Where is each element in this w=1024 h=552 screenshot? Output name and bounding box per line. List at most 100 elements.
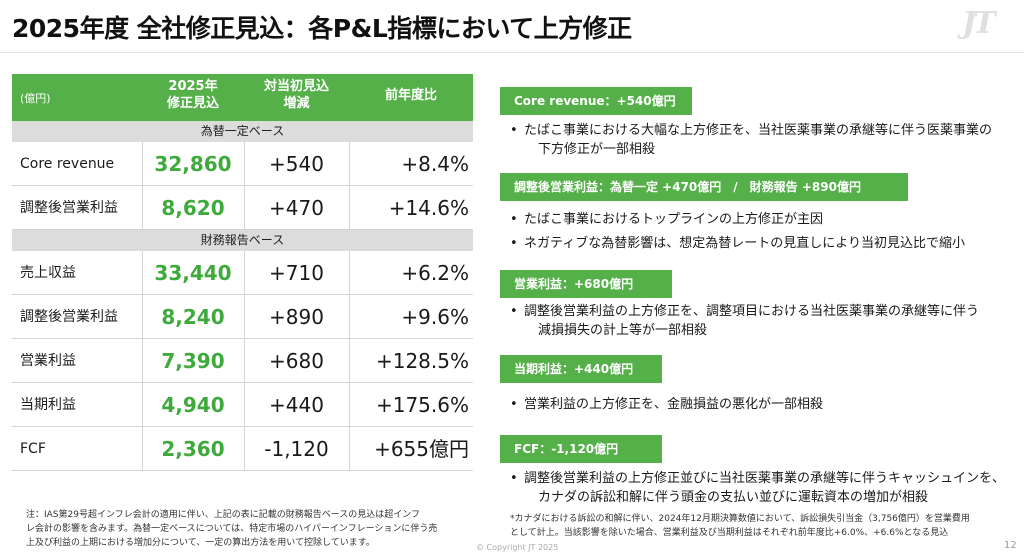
- row-label: Core revenue: [20, 156, 115, 172]
- forecast-value: 33,440: [154, 261, 232, 285]
- table-row: Core revenue 32,860 +540 +8.4%: [12, 142, 473, 186]
- column-divider: [349, 142, 350, 186]
- title-divider: [0, 52, 1024, 53]
- column-divider: [142, 251, 143, 295]
- bullet-text: たばこ事業におけるトップラインの上方修正が主因: [524, 212, 824, 227]
- column-divider: [244, 339, 245, 383]
- page-title: 2025年度 全社修正見込：各P&L指標において上方修正: [12, 14, 632, 43]
- change-value: +540: [269, 152, 324, 176]
- column-divider: [244, 186, 245, 230]
- column-divider: [349, 295, 350, 339]
- change-value: +470: [269, 196, 324, 220]
- table-row: 調整後営業利益 8,240 +890 +9.6%: [12, 295, 473, 339]
- bullet-adj-op-income-1: • たばこ事業におけるトップラインの上方修正が主因: [510, 210, 1024, 229]
- bullet-text: 下方修正が一部相殺: [538, 142, 656, 157]
- bullet-dot: •: [510, 397, 518, 412]
- bullet-core-revenue: • たばこ事業における大幅な上方修正を、当社医薬事業の承継等に伴う医薬事業の 下方…: [510, 121, 1024, 159]
- yoy-value: +655億円: [374, 437, 469, 461]
- yoy-value: +14.6%: [388, 196, 469, 220]
- bullet-dot: •: [510, 212, 518, 227]
- col-header-change-line1: 対当初見込: [263, 79, 329, 94]
- column-divider: [244, 295, 245, 339]
- forecast-value: 2,360: [161, 437, 225, 461]
- forecast-value: 8,620: [161, 196, 225, 220]
- column-divider: [142, 142, 143, 186]
- forecast-value: 32,860: [154, 152, 232, 176]
- forecast-value: 4,940: [161, 393, 225, 417]
- column-divider: [349, 251, 350, 295]
- section-header-net-income: 当期利益：+440億円: [500, 355, 662, 383]
- yoy-value: +6.2%: [401, 261, 469, 285]
- column-divider: [244, 383, 245, 427]
- column-divider: [142, 427, 143, 471]
- change-value: +680: [269, 349, 324, 373]
- basis-band-constant-fx: 為替一定ベース: [12, 121, 473, 142]
- section-header-op-income: 営業利益：+680億円: [500, 270, 672, 298]
- bullet-net-income: • 営業利益の上方修正を、金融損益の悪化が一部相殺: [510, 395, 1024, 414]
- table-header: (億円) 2025年 修正見込 対当初見込 増減 前年度比: [12, 74, 473, 121]
- column-divider: [142, 186, 143, 230]
- table-note-line: 注：IAS第29号超インフレ会計の適用に伴い、上記の表に記載の財務報告ベースの見…: [26, 510, 420, 520]
- bullet-text: 営業利益の上方修正を、金融損益の悪化が一部相殺: [524, 397, 824, 412]
- table-row: 売上収益 33,440 +710 +6.2%: [12, 251, 473, 295]
- column-divider: [349, 186, 350, 230]
- section-header-fcf: FCF：-1,120億円: [500, 435, 662, 463]
- row-label: FCF: [20, 441, 46, 457]
- yoy-value: +175.6%: [375, 393, 469, 417]
- bullet-op-income: • 調整後営業利益の上方修正を、調整項目における当社医薬事業の承継等に伴う 減損損…: [510, 302, 1024, 340]
- bullet-text: 減損損失の計上等が一部相殺: [538, 323, 708, 338]
- column-divider: [142, 295, 143, 339]
- reported-rows: 売上収益 33,440 +710 +6.2% 調整後営業利益 8,240 +890 +9.6%…: [12, 251, 473, 471]
- table-row: 当期利益 4,940 +440 +175.6%: [12, 383, 473, 427]
- change-value: +710: [269, 261, 324, 285]
- basis-band-reported: 財務報告ベース: [12, 230, 473, 251]
- col-header-change: 対当初見込 増減: [244, 78, 349, 112]
- column-divider: [142, 383, 143, 427]
- row-label: 当期利益: [20, 397, 76, 413]
- change-value: +440: [269, 393, 324, 417]
- table-note: 注：IAS第29号超インフレ会計の適用に伴い、上記の表に記載の財務報告ベースの見…: [26, 508, 474, 550]
- table-row: 調整後営業利益 8,620 +470 +14.6%: [12, 186, 473, 230]
- row-label: 営業利益: [20, 353, 76, 369]
- row-label: 調整後営業利益: [20, 309, 118, 325]
- table-note-line: 上及び利益の上期における増加分について、一定の算出方法を用いて控除しています。: [26, 538, 375, 548]
- row-label: 調整後営業利益: [20, 200, 118, 216]
- bullet-text: 調整後営業利益の上方修正を、調整項目における当社医薬事業の承継等に伴う: [524, 304, 980, 319]
- row-label: 売上収益: [20, 265, 76, 281]
- bullet-dot: •: [510, 123, 518, 138]
- bullet-text: カナダの訴訟和解に伴う頭金の支払い並びに運転資本の増加が相殺: [538, 490, 929, 505]
- table-row: FCF 2,360 -1,120 +655億円: [12, 427, 473, 471]
- unit-label: (億円): [20, 92, 51, 105]
- yoy-value: +128.5%: [375, 349, 469, 373]
- jt-logo: JT: [962, 6, 995, 41]
- bullet-text: 調整後営業利益の上方修正並びに当社医薬事業の承継等に伴うキャッシュインを、: [524, 471, 1006, 486]
- section-header-core-revenue: Core revenue：+540億円: [500, 87, 692, 115]
- column-divider: [349, 383, 350, 427]
- forecast-value: 8,240: [161, 305, 225, 329]
- table-row: 営業利益 7,390 +680 +128.5%: [12, 339, 473, 383]
- column-divider: [244, 142, 245, 186]
- col-header-change-line2: 増減: [283, 96, 310, 111]
- column-divider: [244, 427, 245, 471]
- forecast-table: (億円) 2025年 修正見込 対当初見込 増減 前年度比 為替一定ベース Co…: [12, 74, 473, 471]
- bullet-text: ネガティブな為替影響は、想定為替レートの見直しにより当初見込比で縮小: [524, 236, 965, 251]
- change-value: -1,120: [264, 437, 329, 461]
- constant-fx-rows: Core revenue 32,860 +540 +8.4% 調整後営業利益 8,620 +…: [12, 142, 473, 230]
- title-bar: 2025年度 全社修正見込：各P&L指標において上方修正 JT: [0, 0, 1024, 52]
- column-divider: [142, 339, 143, 383]
- bullet-text: たばこ事業における大幅な上方修正を、当社医薬事業の承継等に伴う医薬事業の: [524, 123, 993, 138]
- column-divider: [349, 427, 350, 471]
- footnote-line: として計上。当該影響を除いた場合、営業利益及び当期利益はそれぞれ前年度比+6.0…: [510, 528, 949, 538]
- section-header-adj-op-income: 調整後営業利益：為替一定 +470億円 / 財務報告 +890億円: [500, 173, 908, 201]
- footnote: *カナダにおける訴訟の和解に伴い、2024年12月期決算数値において、訴訟損失引…: [510, 512, 1024, 540]
- bullet-dot: •: [510, 236, 518, 251]
- bullet-adj-op-income-2: • ネガティブな為替影響は、想定為替レートの見直しにより当初見込比で縮小: [510, 234, 1024, 253]
- footnote-line: *カナダにおける訴訟の和解に伴い、2024年12月期決算数値において、訴訟損失引…: [510, 514, 970, 524]
- copyright: © Copyright JT 2025: [476, 543, 559, 552]
- bullet-dot: •: [510, 304, 518, 319]
- column-divider: [349, 339, 350, 383]
- bullet-fcf: • 調整後営業利益の上方修正並びに当社医薬事業の承継等に伴うキャッシュインを、 カ…: [510, 469, 1024, 507]
- forecast-value: 7,390: [161, 349, 225, 373]
- yoy-value: +8.4%: [401, 152, 469, 176]
- col-header-forecast-line1: 2025年: [168, 79, 218, 94]
